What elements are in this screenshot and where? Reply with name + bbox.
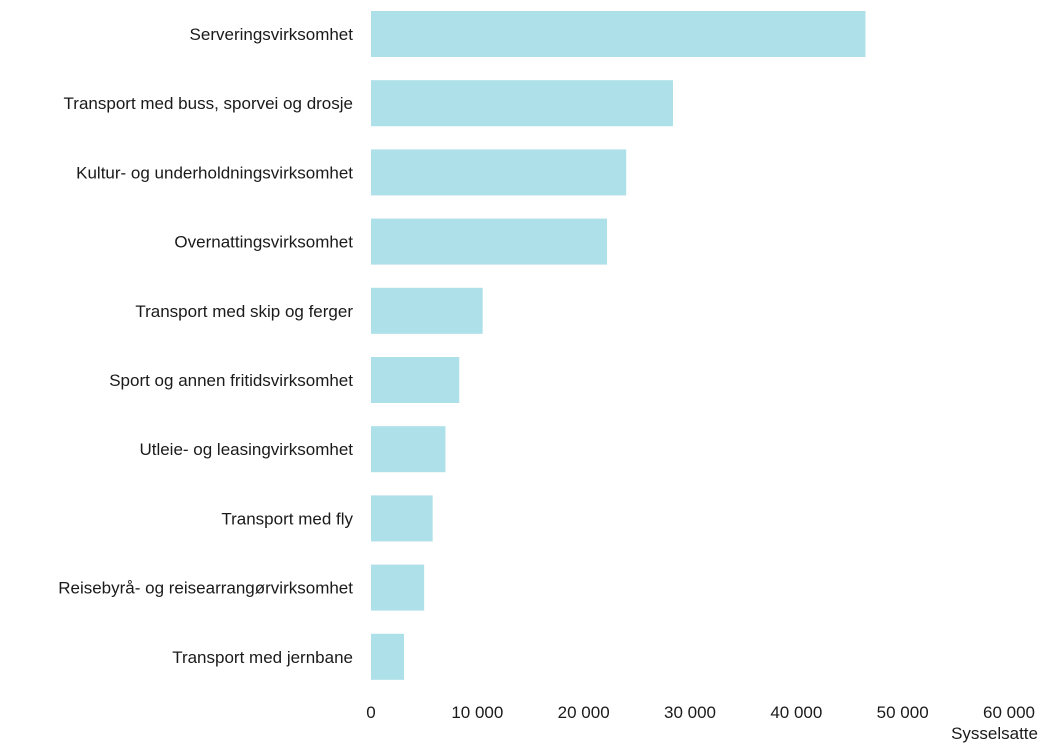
bar — [371, 633, 404, 680]
x-axis-title: Sysselsatte — [951, 724, 1038, 743]
x-tick-label: 50 000 — [877, 703, 929, 722]
category-label: Transport med jernbane — [172, 648, 353, 667]
category-label: Transport med buss, sporvei og drosje — [64, 94, 353, 113]
category-label: Serveringsvirksomhet — [190, 25, 354, 44]
x-tick-label: 0 — [366, 703, 375, 722]
x-tick-label: 40 000 — [770, 703, 822, 722]
category-labels: Serveringsvirksomhet Transport med buss, … — [58, 25, 353, 667]
category-label: Utleie- og leasingvirksomhet — [139, 440, 353, 459]
bar — [371, 287, 483, 334]
category-label: Sport og annen fritidsvirksomhet — [109, 371, 353, 390]
bar — [371, 11, 866, 57]
bar — [371, 495, 433, 542]
category-label: Transport med skip og ferger — [135, 302, 353, 321]
bar — [371, 218, 608, 265]
x-tick-label: 60 000 — [983, 703, 1035, 722]
category-label: Reisebyrå- og reisearrangørvirksomhet — [58, 579, 353, 598]
bar — [371, 149, 627, 196]
bar — [371, 564, 425, 611]
bar — [371, 357, 460, 403]
x-tick-label: 10 000 — [451, 703, 503, 722]
bar — [371, 426, 446, 473]
category-label: Kultur- og underholdningsvirksomhet — [76, 163, 353, 182]
bar — [371, 80, 673, 127]
x-tick-labels: 0 10 000 20 000 30 000 40 000 50 000 60 000 — [366, 703, 1035, 722]
bars-group — [371, 11, 866, 680]
category-label: Transport med fly — [221, 509, 353, 528]
x-tick-label: 20 000 — [558, 703, 610, 722]
category-label: Overnattingsvirksomhet — [174, 233, 353, 252]
x-tick-label: 30 000 — [664, 703, 716, 722]
